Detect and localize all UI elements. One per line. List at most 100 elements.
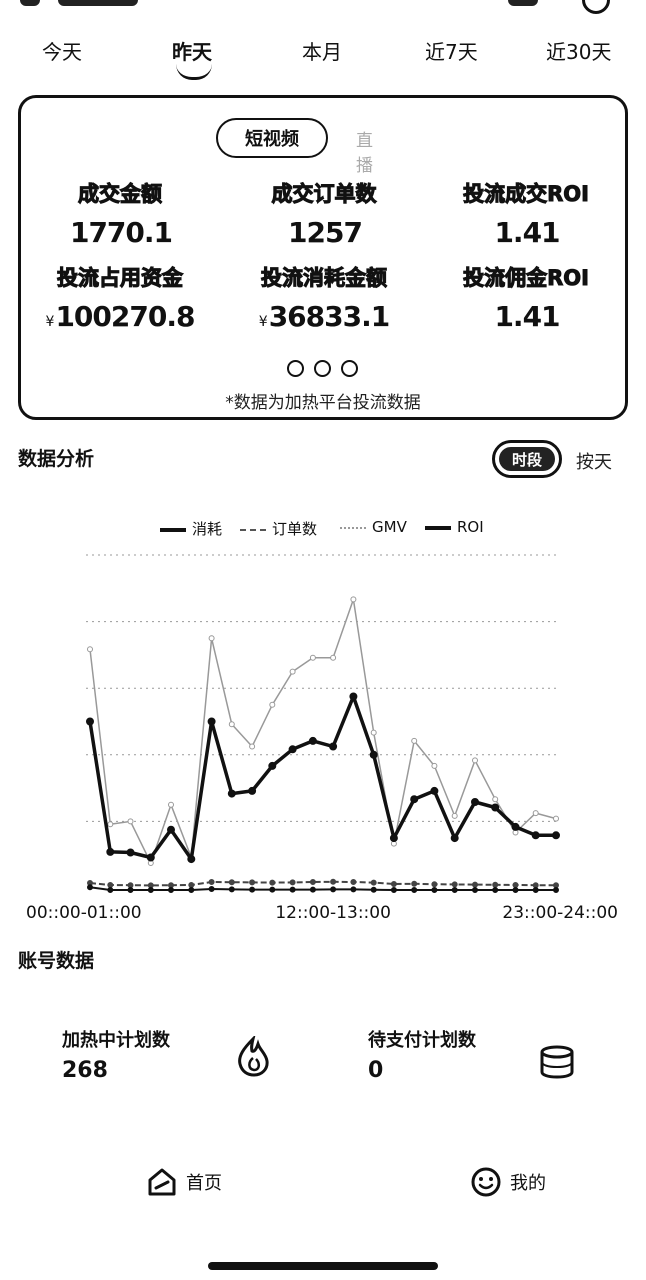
heating-plans-label: 加热中计划数 xyxy=(62,1030,170,1051)
data-point xyxy=(126,848,135,857)
data-point xyxy=(553,882,559,889)
data-point xyxy=(390,881,397,887)
data-point xyxy=(431,881,438,888)
data-point xyxy=(471,798,479,806)
status-time xyxy=(508,0,538,6)
date-tabs: 今天 昨天 本月 近7天 近30天 xyxy=(0,30,646,80)
metric-value: 1.41 xyxy=(494,216,560,249)
data-point xyxy=(350,879,357,885)
legend-item: 订单数 xyxy=(240,518,317,539)
data-point xyxy=(106,847,115,856)
page-dot[interactable] xyxy=(341,360,358,377)
data-point xyxy=(370,729,377,736)
data-point xyxy=(553,815,559,822)
status-text xyxy=(58,0,138,6)
data-point xyxy=(208,879,215,885)
data-point xyxy=(127,882,134,889)
data-point xyxy=(472,881,478,888)
data-point xyxy=(389,834,398,843)
data-point xyxy=(87,884,93,891)
data-point xyxy=(127,887,134,893)
heating-plans[interactable]: 加热中计划数 268 xyxy=(62,1026,170,1083)
data-point xyxy=(512,882,519,888)
data-point xyxy=(309,879,316,885)
data-point xyxy=(330,654,337,661)
data-point xyxy=(349,692,358,701)
data-point xyxy=(146,853,155,862)
data-point xyxy=(269,701,276,708)
data-point xyxy=(207,717,216,726)
data-point xyxy=(411,887,418,893)
x-tick-label: 12::00-13::00 xyxy=(275,903,391,923)
data-point xyxy=(330,878,337,885)
metric-value: 1257 xyxy=(288,216,363,249)
data-point xyxy=(308,736,317,745)
data-point xyxy=(492,881,499,888)
series-line-订单数 xyxy=(89,880,556,887)
data-point xyxy=(309,886,316,893)
nav-home[interactable]: 首页 xyxy=(146,1166,222,1198)
tab-live[interactable]: 直播 xyxy=(356,131,373,176)
bottom-nav: 首页 我的 xyxy=(0,1160,646,1210)
data-point xyxy=(208,886,215,892)
metric-label: 投流成交ROI xyxy=(463,182,590,207)
data-point xyxy=(86,717,94,726)
data-point xyxy=(188,887,195,893)
page-dot[interactable] xyxy=(314,360,331,377)
data-point xyxy=(228,721,235,728)
data-point xyxy=(451,887,458,893)
legend-item: ROI xyxy=(425,518,484,536)
metric-label: 成交金额 xyxy=(78,182,163,207)
data-point xyxy=(491,803,500,812)
tab-this-month[interactable]: 本月 xyxy=(302,40,342,64)
chart-svg: 00::00-01::00 12::00-13::00 23::00-24::00 xyxy=(26,554,618,923)
nav-mine[interactable]: 我的 xyxy=(470,1166,546,1198)
data-point xyxy=(390,887,397,893)
metric-value: 1770.1 xyxy=(69,216,173,249)
metric-label: 投流占用资金 xyxy=(57,266,184,291)
data-point xyxy=(168,801,174,808)
page-dot[interactable] xyxy=(287,360,304,377)
flame-icon xyxy=(238,1036,269,1077)
toggle-by-hour[interactable]: 时段 xyxy=(499,447,555,471)
data-point xyxy=(187,855,196,864)
tab-short-video[interactable]: 短视频 xyxy=(216,118,328,158)
period-toggle[interactable]: 时段 xyxy=(492,440,562,478)
data-point xyxy=(450,834,459,843)
pending-plans-count: 0 xyxy=(368,1058,384,1083)
metric-label: 投流消耗金额 xyxy=(261,266,388,291)
tab-today[interactable]: 今天 xyxy=(42,40,82,64)
tab-yesterday[interactable]: 昨天 xyxy=(172,40,212,64)
page-indicator xyxy=(287,360,367,380)
data-point xyxy=(249,879,256,886)
coins-icon xyxy=(540,1045,574,1079)
toggle-by-day[interactable]: 按天 xyxy=(576,452,612,473)
data-point xyxy=(532,810,539,817)
data-point xyxy=(107,821,114,828)
tab-last-30-days[interactable]: 近30天 xyxy=(546,40,612,64)
data-point xyxy=(350,596,357,603)
settings-icon[interactable] xyxy=(582,0,610,14)
active-tab-indicator xyxy=(176,64,212,80)
data-point xyxy=(208,635,215,642)
data-point xyxy=(370,886,377,893)
data-point xyxy=(289,886,296,893)
data-point xyxy=(107,887,114,893)
data-point xyxy=(430,786,439,795)
series-line-ROI xyxy=(89,886,556,891)
data-point xyxy=(531,831,540,840)
tab-last-7-days[interactable]: 近7天 xyxy=(425,40,478,64)
pending-plans[interactable]: 待支付计划数 0 xyxy=(368,1026,476,1083)
data-point xyxy=(472,887,478,893)
data-point xyxy=(532,887,539,893)
data-point xyxy=(370,879,377,886)
legend-item: GMV xyxy=(340,518,407,536)
x-tick-label: 00::00-01::00 xyxy=(26,903,142,923)
x-tick-label: 23::00-24::00 xyxy=(502,903,618,923)
data-point xyxy=(329,742,338,751)
data-point xyxy=(227,789,236,798)
data-point xyxy=(127,818,134,825)
analysis-title: 数据分析 xyxy=(18,448,95,470)
data-point xyxy=(492,796,499,803)
data-point xyxy=(107,882,114,888)
